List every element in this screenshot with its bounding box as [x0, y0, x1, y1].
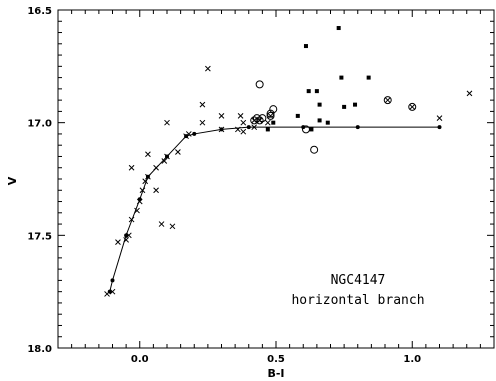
open-circle-marker — [301, 125, 310, 134]
x-marker — [161, 158, 168, 164]
x-marker — [145, 173, 151, 180]
square-marker — [309, 127, 314, 132]
square-marker — [317, 102, 322, 107]
annotation-line-2: horizontal branch — [291, 293, 424, 308]
x-marker — [466, 90, 473, 97]
fit-line — [109, 126, 440, 292]
plot-frame — [57, 9, 495, 349]
x-marker — [158, 221, 165, 227]
x-marker — [153, 164, 159, 171]
square-marker — [306, 89, 311, 94]
fit-line-point — [110, 278, 115, 283]
circled-x-cross — [267, 113, 274, 119]
open-circle-marker — [258, 114, 267, 123]
circled-x-cross — [256, 117, 263, 124]
fit-line-point — [437, 125, 442, 130]
circled-x-ring — [266, 111, 275, 120]
x-tick-label: 1.0 — [403, 354, 421, 365]
x-marker — [164, 119, 170, 126]
square-marker — [366, 75, 371, 80]
y-tick-label: 16.5 — [27, 6, 52, 17]
x-marker — [237, 113, 244, 119]
x-marker — [205, 65, 211, 72]
circled-x-cross — [409, 104, 415, 110]
x-marker — [123, 236, 129, 243]
y-tick-label: 18.0 — [27, 344, 52, 355]
y-axis-label: V — [6, 176, 19, 185]
square-marker — [325, 120, 330, 125]
x-marker — [218, 113, 225, 119]
x-marker — [240, 119, 247, 126]
fit-line-point — [124, 233, 129, 238]
x-axis-label: B-I — [267, 367, 284, 380]
x-marker — [234, 126, 241, 133]
x-marker — [142, 178, 149, 185]
x-marker — [164, 153, 170, 160]
circled-x-marker — [408, 102, 417, 111]
open-circle-marker — [255, 80, 264, 89]
square-marker — [295, 113, 300, 118]
square-marker — [342, 104, 347, 109]
square-marker — [339, 75, 344, 80]
square-marker — [265, 127, 270, 132]
open-circle-marker — [266, 109, 275, 118]
x-marker — [128, 164, 135, 171]
x-marker — [264, 119, 271, 126]
x-marker — [169, 223, 176, 230]
x-marker — [199, 119, 206, 126]
x-marker — [175, 149, 181, 155]
circled-x-marker — [266, 111, 275, 120]
circled-x-cross — [251, 117, 257, 124]
x-marker — [128, 216, 135, 223]
x-marker — [125, 232, 132, 239]
x-marker — [134, 207, 140, 214]
open-circle-marker — [269, 105, 278, 114]
fit-line-point — [192, 131, 197, 136]
x-marker — [104, 291, 110, 297]
x-marker — [145, 151, 151, 158]
x-marker — [199, 101, 206, 108]
square-marker — [303, 44, 308, 49]
circled-x-ring — [250, 116, 259, 125]
fit-line-point — [355, 125, 360, 130]
circled-x-marker — [255, 116, 264, 125]
square-marker — [271, 120, 276, 125]
x-marker — [109, 288, 116, 295]
x-marker — [153, 187, 159, 194]
annotation-line-1: NGC4147 — [331, 273, 386, 288]
x-marker — [115, 239, 121, 245]
x-marker — [136, 198, 143, 205]
fit-line-point — [246, 125, 251, 130]
square-marker — [353, 102, 358, 107]
circled-x-ring — [383, 96, 392, 105]
x-marker — [436, 115, 443, 122]
y-tick-label: 17.5 — [27, 231, 52, 242]
circled-x-ring — [255, 116, 264, 125]
x-marker — [139, 187, 146, 194]
x-marker — [251, 124, 258, 131]
open-circle-marker — [310, 145, 319, 154]
open-circle-marker — [252, 114, 261, 123]
square-marker — [336, 26, 341, 31]
circled-x-marker — [383, 96, 392, 105]
plot-border — [57, 9, 495, 349]
square-marker — [314, 89, 319, 94]
x-tick-label: 0.5 — [267, 354, 285, 365]
x-marker — [185, 131, 192, 137]
circled-x-ring — [408, 102, 417, 111]
y-tick-label: 17.0 — [27, 119, 52, 130]
square-marker — [317, 118, 322, 123]
circled-x-cross — [385, 97, 391, 103]
series-layer — [104, 26, 473, 297]
x-marker — [240, 128, 247, 135]
x-marker — [218, 126, 225, 133]
x-tick-label: 0.0 — [131, 354, 149, 365]
axis-ticks: 0.0 0.5 1.0 16.5 17.0 17.5 18.0 — [27, 6, 495, 365]
circled-x-marker — [250, 116, 259, 125]
